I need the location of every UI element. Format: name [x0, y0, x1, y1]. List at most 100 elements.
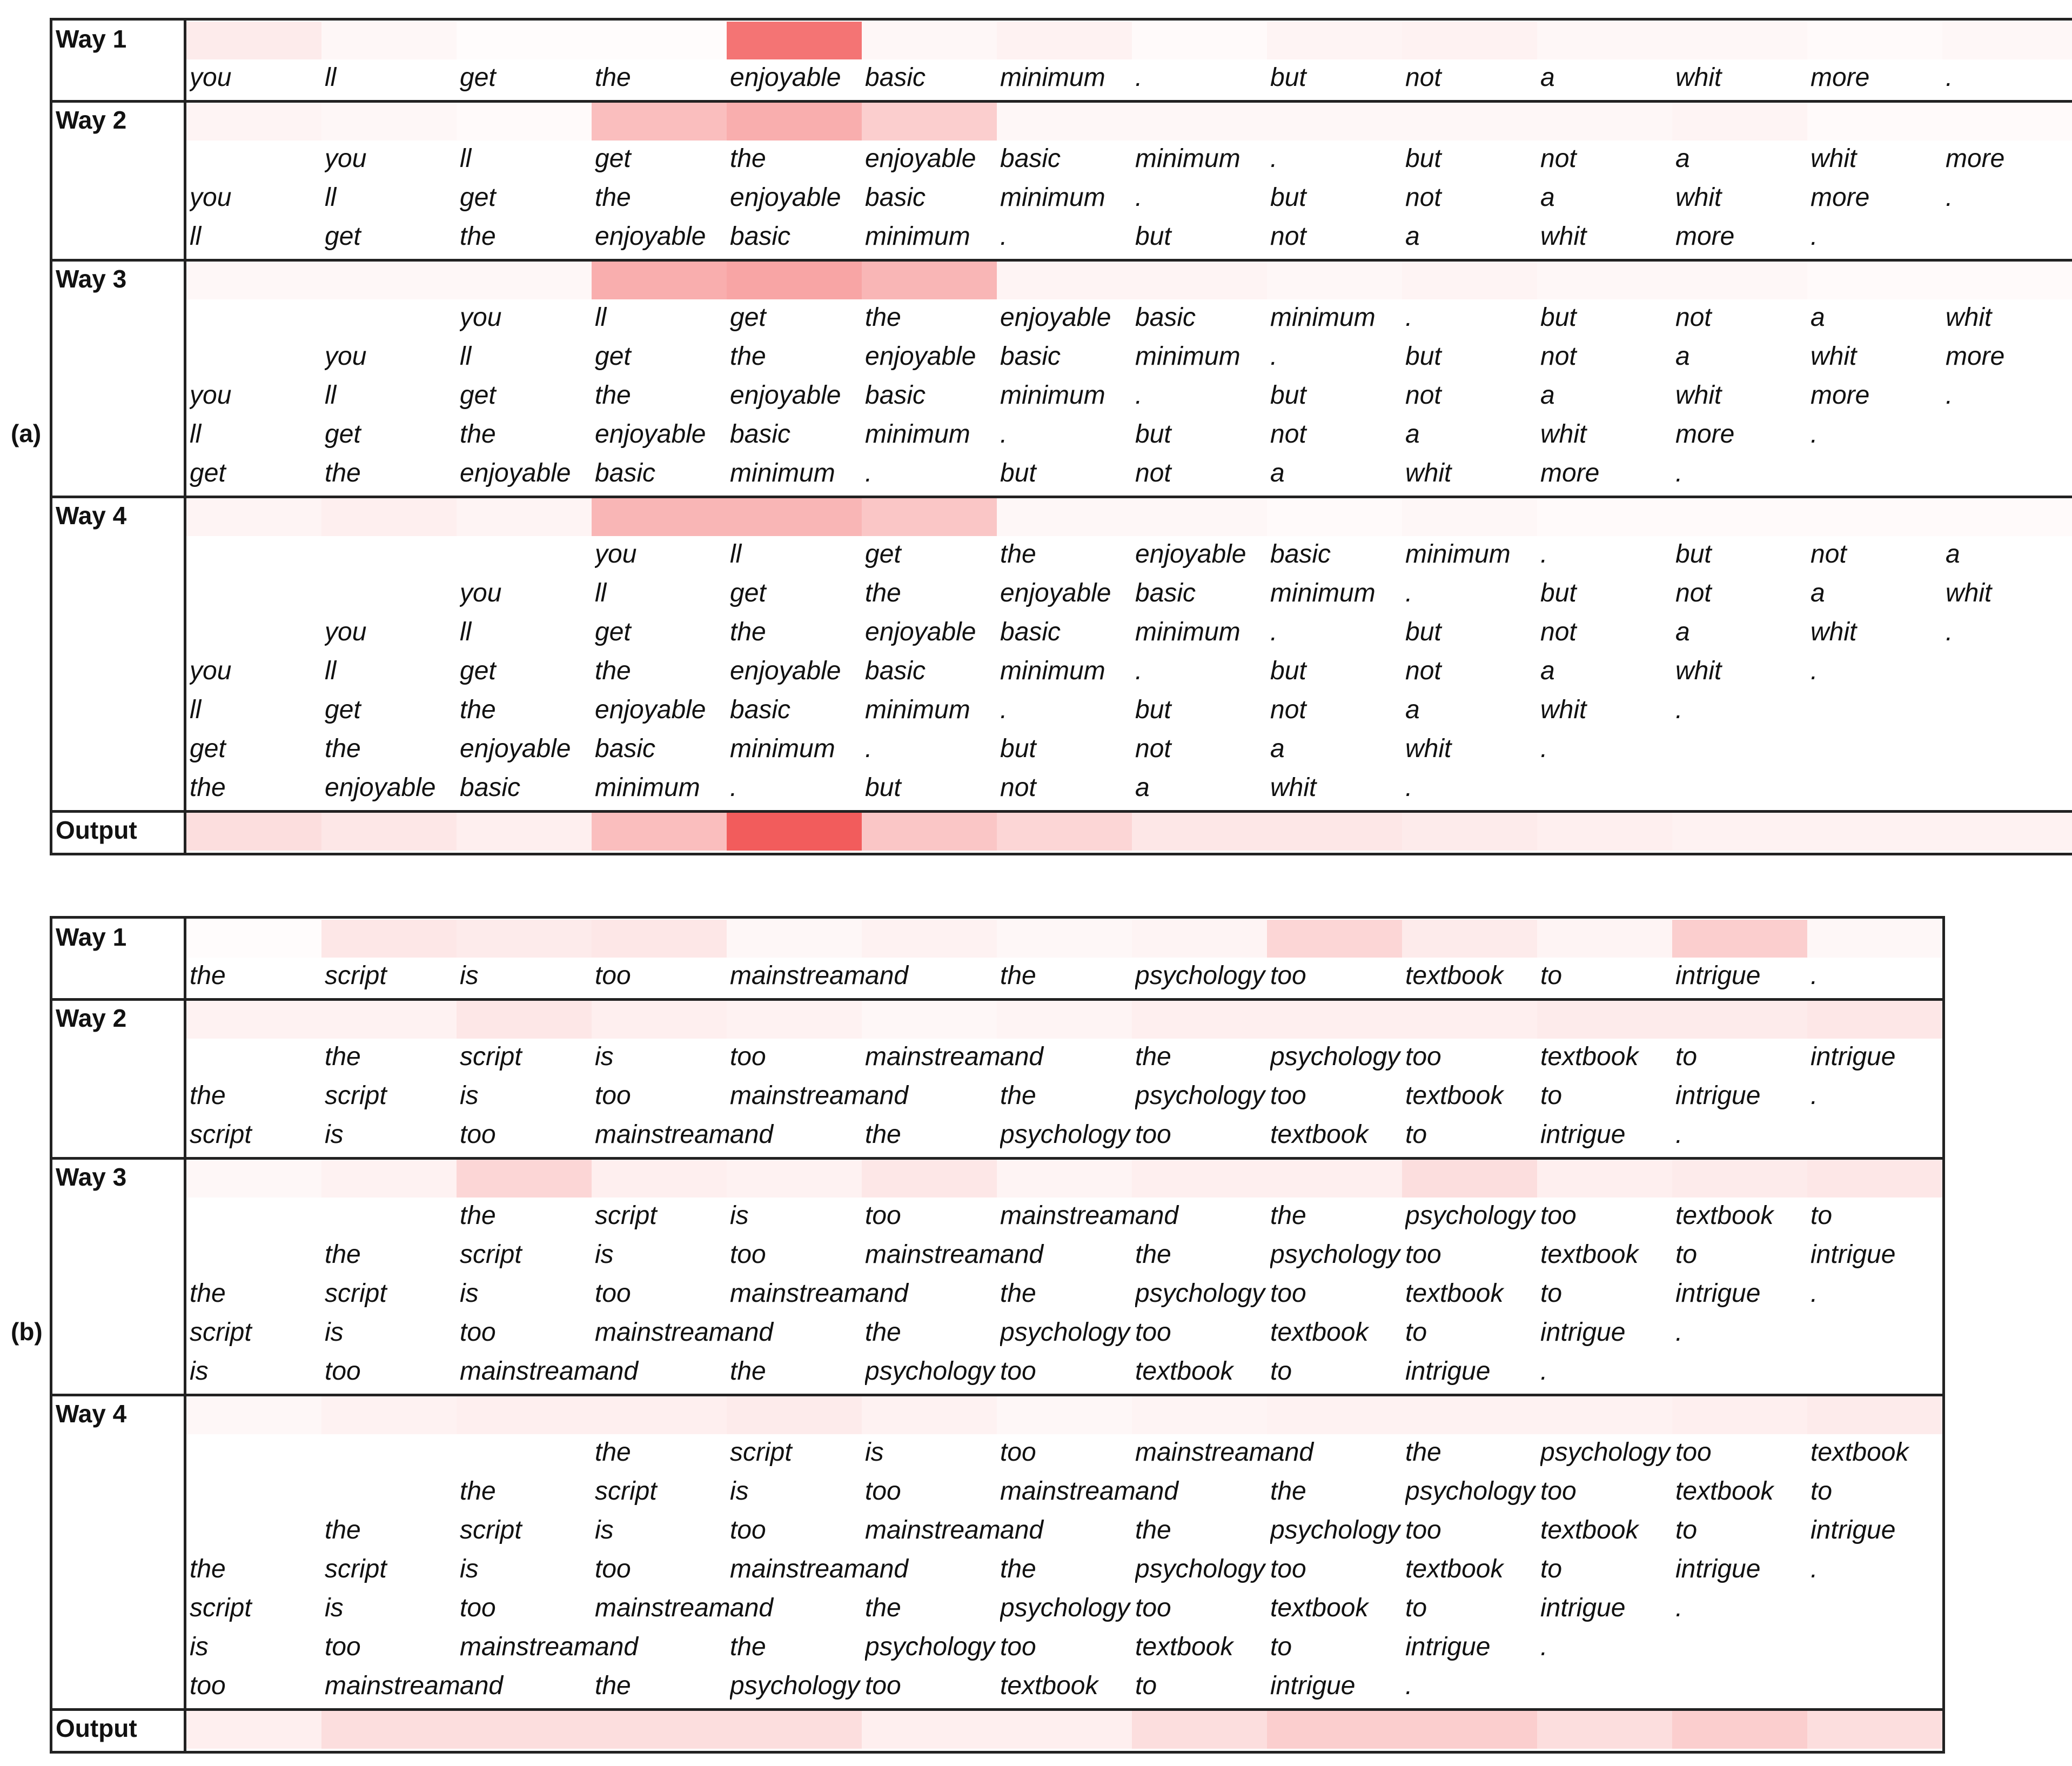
token: psychology — [1135, 1555, 1265, 1583]
token: and — [730, 1594, 774, 1622]
token: is — [325, 1120, 344, 1149]
token: minimum — [730, 459, 835, 487]
token: the — [190, 1279, 226, 1308]
heat-cell — [1132, 103, 1267, 141]
heat-cell — [321, 22, 457, 59]
token: you — [325, 144, 367, 173]
token: get — [595, 342, 631, 371]
heat-cell — [1402, 103, 1537, 141]
token: the — [730, 342, 766, 371]
heat-cell — [727, 498, 862, 536]
token: mainstream — [595, 1120, 730, 1149]
heat-cell — [186, 22, 321, 59]
token: and — [1000, 1240, 1044, 1269]
token: a — [1540, 63, 1555, 92]
token: to — [1811, 1477, 1833, 1506]
token: whit — [1675, 381, 1722, 410]
heat-cell — [457, 103, 592, 141]
token: minimum — [1270, 303, 1376, 332]
token: ll — [325, 381, 337, 410]
token: a — [1540, 381, 1555, 410]
token: enjoyable — [595, 420, 706, 449]
token: ll — [325, 63, 337, 92]
token: minimum — [1000, 381, 1105, 410]
token: script — [460, 1240, 522, 1269]
token: script — [325, 1555, 387, 1583]
token: but — [1000, 459, 1036, 487]
heat-cell — [592, 813, 727, 851]
way-label: Way 4 — [56, 501, 127, 530]
token: . — [1675, 459, 1683, 487]
token: basic — [1135, 579, 1196, 607]
token: . — [1811, 222, 1818, 251]
token: the — [325, 459, 361, 487]
heat-cell — [1537, 1160, 1672, 1198]
heat-cell — [1807, 1160, 1942, 1198]
token: get — [325, 222, 361, 251]
token: to — [1405, 1120, 1427, 1149]
token: ll — [730, 540, 742, 568]
token: more — [1946, 342, 2005, 371]
token: a — [1135, 773, 1150, 802]
token: too — [1540, 1201, 1577, 1230]
token: . — [1135, 657, 1143, 685]
token: script — [325, 1279, 387, 1308]
token: basic — [1000, 144, 1061, 173]
heat-cell — [1132, 1711, 1267, 1749]
heat-cell — [1672, 1711, 1807, 1749]
token: a — [1270, 734, 1285, 763]
token: ll — [595, 579, 607, 607]
token: . — [1946, 63, 1953, 92]
token: not — [1000, 773, 1036, 802]
token: the — [865, 579, 901, 607]
token: too — [1270, 961, 1306, 990]
token: too — [460, 1318, 496, 1347]
heat-cell — [592, 1711, 727, 1749]
token: is — [595, 1516, 614, 1544]
token: the — [325, 1516, 361, 1544]
token: to — [1675, 1042, 1698, 1071]
token: get — [595, 144, 631, 173]
token: . — [1270, 144, 1278, 173]
heat-cell — [1537, 1711, 1672, 1749]
token: psychology — [1135, 1081, 1265, 1110]
token: too — [1270, 1279, 1306, 1308]
token: more — [1675, 222, 1735, 251]
token: basic — [865, 657, 926, 685]
token: get — [460, 657, 496, 685]
token: not — [1405, 657, 1441, 685]
token: get — [865, 540, 901, 568]
heat-cell — [321, 262, 457, 299]
heat-cell — [457, 1396, 592, 1434]
token: and — [595, 1357, 639, 1386]
heat-cell — [1132, 920, 1267, 958]
heat-cell — [186, 920, 321, 958]
token: minimum — [595, 773, 700, 802]
token: psychology — [1270, 1516, 1400, 1544]
token: you — [190, 63, 232, 92]
token: a — [1675, 618, 1690, 646]
heat-cell — [862, 22, 997, 59]
token: textbook — [1135, 1633, 1233, 1661]
token: enjoyable — [325, 773, 436, 802]
heat-cell — [1537, 813, 1672, 851]
heat-cell — [186, 813, 321, 851]
token: too — [1000, 1438, 1036, 1467]
token: the — [190, 961, 226, 990]
token: whit — [1675, 657, 1722, 685]
token: psychology — [1405, 1477, 1535, 1506]
token: enjoyable — [730, 381, 841, 410]
token: too — [865, 1477, 901, 1506]
token: but — [1270, 381, 1306, 410]
token: script — [325, 961, 387, 990]
heat-cell — [1132, 1160, 1267, 1198]
token: too — [1405, 1240, 1441, 1269]
heat-cell — [1537, 103, 1672, 141]
token: mainstream — [865, 1240, 1000, 1269]
token: basic — [865, 381, 926, 410]
heat-cell — [1672, 262, 1807, 299]
token: enjoyable — [730, 63, 841, 92]
token: a — [1675, 144, 1690, 173]
row-separator — [52, 998, 1942, 1001]
heat-cell — [727, 920, 862, 958]
